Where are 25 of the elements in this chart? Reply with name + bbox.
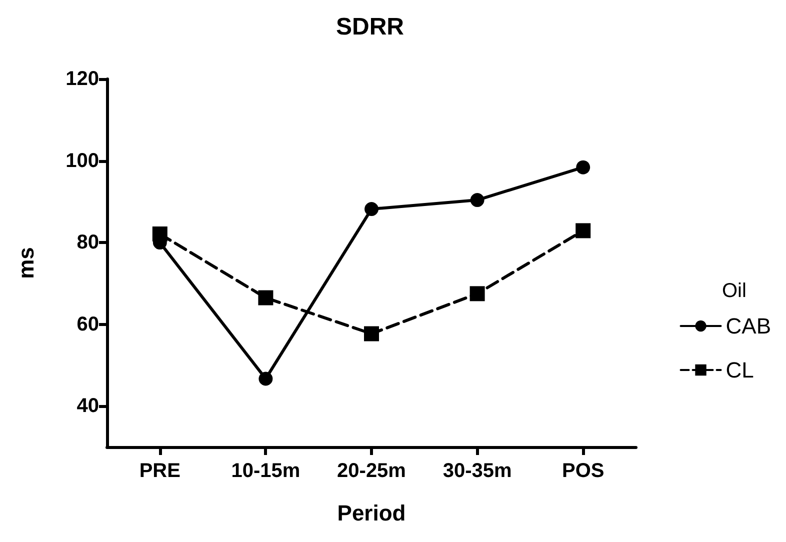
legend-title: Oil (722, 280, 746, 303)
point (470, 193, 484, 208)
point (364, 202, 378, 216)
legend-label: CAB (726, 314, 772, 338)
y-axis-title: ms (14, 247, 38, 279)
x-tick-label: PRE (139, 460, 180, 482)
point (258, 372, 273, 386)
y-tick-label: 60 (76, 313, 99, 336)
y-tick-label: 100 (66, 150, 99, 172)
legend-label: CL (726, 358, 754, 382)
x-tick-label: POS (562, 460, 604, 482)
y-tick-label: 40 (76, 395, 99, 418)
point (576, 223, 591, 238)
point (470, 286, 485, 302)
x-axis-title: Period (337, 500, 406, 526)
point (576, 160, 590, 174)
point (152, 226, 168, 242)
y-tick-label: 120 (66, 68, 99, 90)
x-tick-label: 30-35m (442, 460, 512, 482)
x-tick-label: 20-25m (337, 460, 406, 482)
point (258, 290, 274, 306)
chart-title: SDRR (336, 14, 404, 40)
point (364, 326, 379, 342)
x-tick-label: 10-15m (231, 460, 300, 482)
y-tick-label: 80 (76, 232, 99, 254)
